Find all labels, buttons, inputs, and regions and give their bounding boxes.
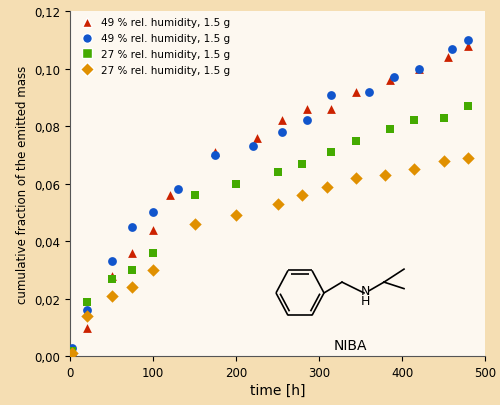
X-axis label: time [h]: time [h]: [250, 383, 305, 397]
Point: [448, 46, 456, 53]
Point: [352, 138, 360, 145]
Point: [440, 158, 448, 164]
Point: [232, 181, 240, 188]
Y-axis label: cumulative fraction of the emitted mass: cumulative fraction of the emitted mass: [16, 66, 28, 303]
Point: [108, 293, 116, 299]
Point: [352, 89, 360, 96]
Point: [82, 298, 90, 305]
Point: [328, 92, 336, 98]
Point: [68, 347, 76, 354]
Point: [386, 126, 394, 133]
Point: [128, 267, 136, 274]
Point: [440, 115, 448, 122]
Point: [82, 307, 90, 314]
Point: [390, 75, 398, 81]
Point: [302, 118, 310, 124]
Point: [211, 152, 219, 159]
Point: [232, 213, 240, 219]
Point: [298, 192, 306, 199]
Text: H: H: [360, 294, 370, 307]
Point: [328, 107, 336, 113]
Point: [174, 187, 182, 193]
Point: [82, 313, 90, 320]
Point: [68, 345, 76, 351]
Point: [302, 107, 310, 113]
Point: [128, 224, 136, 230]
Point: [190, 192, 198, 199]
Point: [211, 149, 219, 156]
Point: [108, 276, 116, 282]
Point: [386, 78, 394, 84]
Point: [298, 161, 306, 167]
Point: [190, 221, 198, 228]
Point: [382, 173, 390, 179]
Point: [274, 201, 281, 208]
Point: [68, 347, 76, 354]
Point: [278, 118, 285, 124]
Point: [128, 284, 136, 291]
Point: [464, 104, 472, 110]
Text: NIBA: NIBA: [333, 338, 367, 352]
Point: [68, 350, 76, 357]
Point: [410, 167, 418, 173]
Point: [464, 155, 472, 162]
Point: [464, 43, 472, 50]
Point: [108, 258, 116, 265]
Point: [365, 89, 373, 96]
Point: [108, 273, 116, 279]
Point: [149, 250, 157, 256]
Point: [464, 38, 472, 44]
Text: N: N: [360, 285, 370, 298]
Legend: 49 % rel. humidity, 1.5 g, 49 % rel. humidity, 1.5 g, 27 % rel. humidity, 1.5 g,: 49 % rel. humidity, 1.5 g, 49 % rel. hum…: [72, 14, 234, 80]
Point: [149, 210, 157, 216]
Point: [82, 324, 90, 331]
Point: [328, 149, 336, 156]
Point: [414, 66, 422, 73]
Point: [166, 192, 173, 199]
Point: [252, 135, 261, 142]
Point: [444, 55, 452, 61]
Point: [149, 267, 157, 274]
Point: [324, 184, 332, 190]
Point: [128, 250, 136, 256]
Point: [149, 227, 157, 233]
Point: [410, 118, 418, 124]
Point: [414, 66, 422, 73]
Point: [274, 170, 281, 176]
Point: [352, 175, 360, 182]
Point: [248, 144, 256, 150]
Point: [278, 129, 285, 136]
